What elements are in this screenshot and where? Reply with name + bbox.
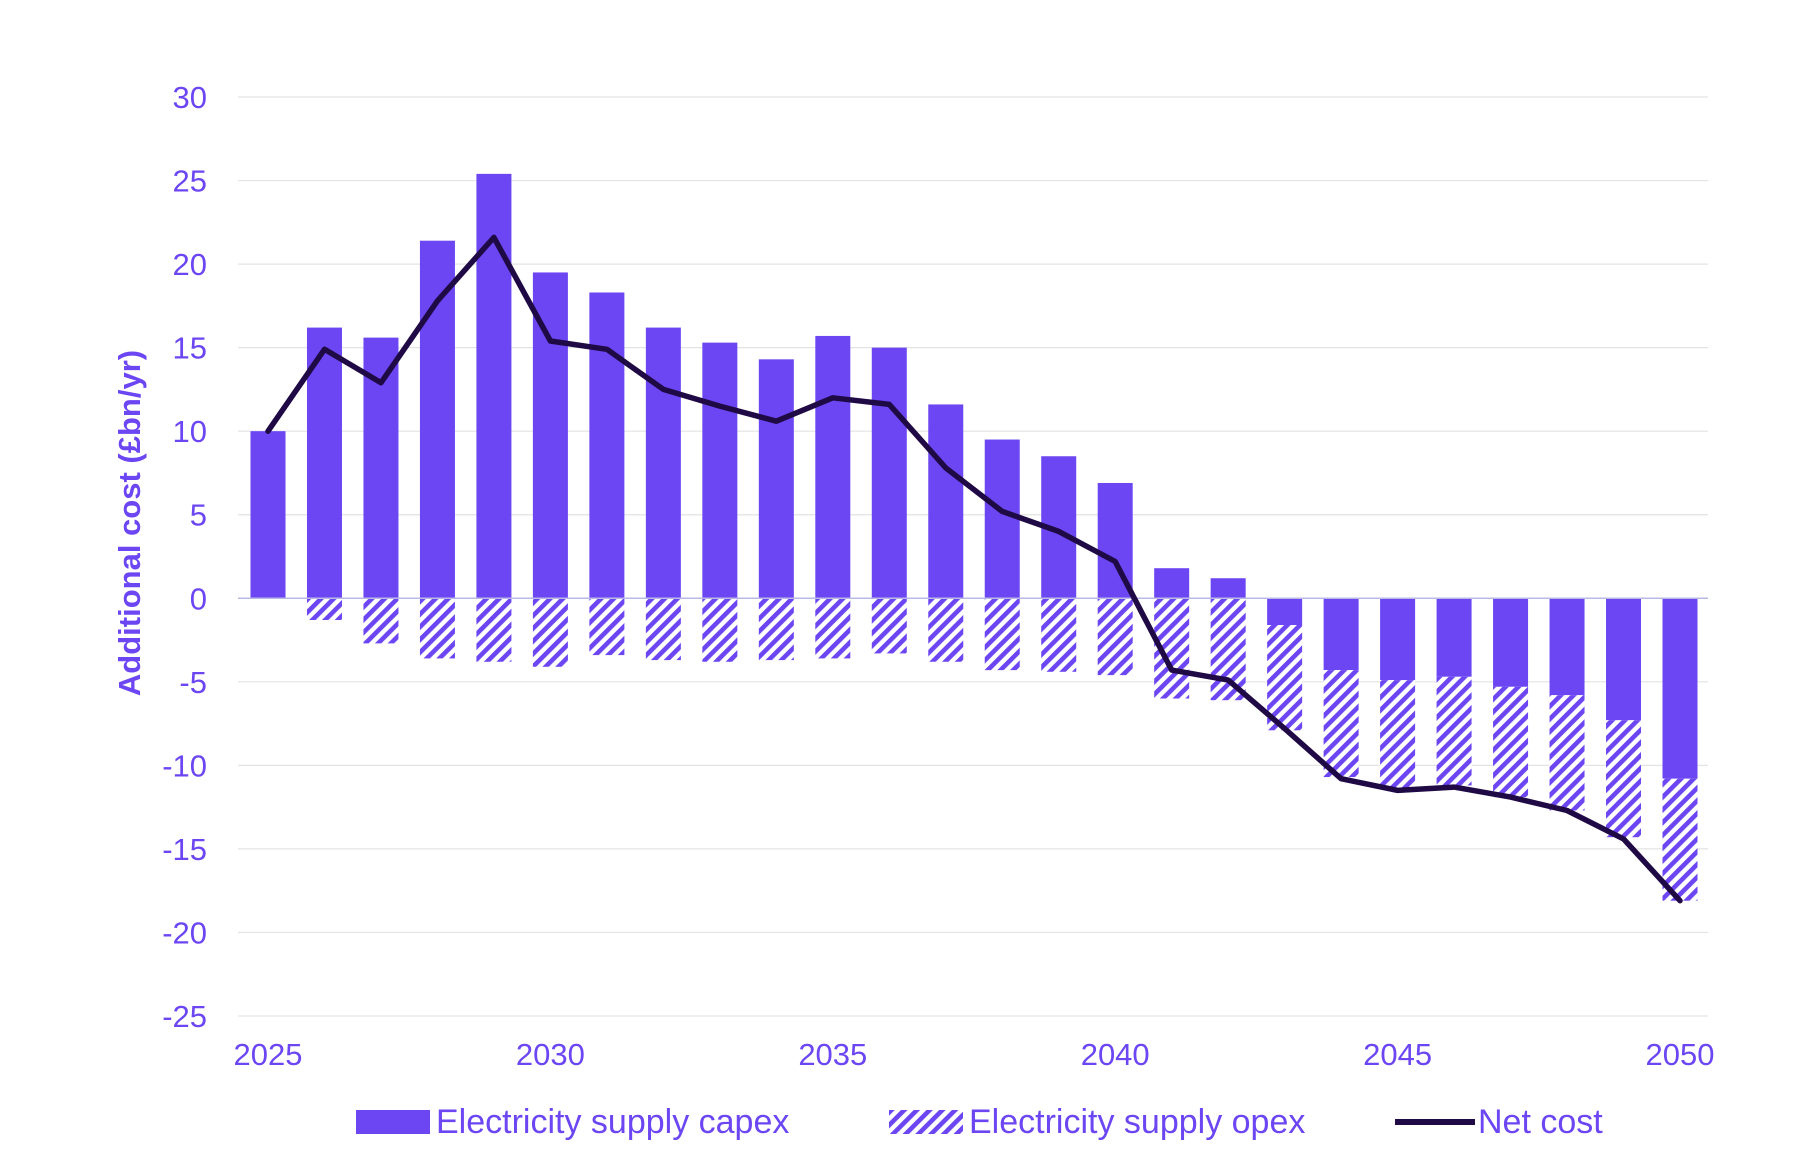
bar-opex <box>1436 676 1472 786</box>
y-tick-label: 0 <box>190 581 207 616</box>
bar-opex <box>758 598 794 661</box>
bar-capex <box>476 173 512 599</box>
y-tick-label: -15 <box>162 832 207 867</box>
bar-opex <box>871 598 907 654</box>
bar-opex <box>306 598 342 620</box>
bar-capex <box>928 404 964 599</box>
bar-capex <box>1606 598 1642 721</box>
x-tick-label: 2025 <box>234 1037 303 1072</box>
x-tick-label: 2030 <box>516 1037 585 1072</box>
bar-capex <box>419 240 455 599</box>
bar-capex <box>758 359 794 599</box>
bar-capex <box>1436 598 1472 677</box>
bar-capex <box>871 347 907 599</box>
bar-opex <box>984 598 1020 671</box>
bar-opex <box>1041 598 1077 672</box>
bar-opex <box>589 598 625 656</box>
bars <box>250 173 1698 901</box>
bar-capex <box>815 335 851 599</box>
bar-capex <box>589 292 625 599</box>
y-axis-ticks: 30 25 20 15 10 5 0 -5 -10 -15 -20 -25 <box>162 80 207 1034</box>
y-tick-label: 10 <box>173 414 207 449</box>
x-tick-label: 2035 <box>798 1037 867 1072</box>
legend-swatch-capex <box>356 1110 430 1134</box>
bar-capex <box>250 431 286 599</box>
bar-capex <box>1323 598 1359 671</box>
bar-capex <box>1210 578 1246 599</box>
bar-opex <box>1097 598 1133 676</box>
net-cost-line-group <box>265 234 1683 904</box>
legend-swatch-opex <box>889 1110 963 1134</box>
y-axis-label: Additional cost (£bn/yr) <box>112 350 147 696</box>
bar-capex <box>1380 598 1416 681</box>
y-tick-label: -25 <box>162 999 207 1034</box>
y-tick-label: 15 <box>173 331 207 366</box>
net-cost-line <box>265 234 1683 904</box>
bar-capex <box>1493 598 1529 687</box>
x-tick-label: 2040 <box>1081 1037 1150 1072</box>
bar-capex <box>306 327 342 599</box>
bar-capex <box>1549 598 1585 696</box>
bar-opex <box>1380 680 1416 789</box>
legend: Electricity supply capex Electricity sup… <box>356 1103 1603 1141</box>
bar-opex <box>645 598 681 661</box>
legend-label-net: Net cost <box>1478 1103 1603 1141</box>
bar-opex <box>476 598 512 662</box>
bar-opex <box>419 598 455 659</box>
bar-opex <box>1606 720 1642 838</box>
bar-opex <box>1549 695 1585 811</box>
bar-opex <box>363 598 399 644</box>
bar-opex <box>702 598 738 662</box>
y-tick-label: 25 <box>173 164 207 199</box>
bar-capex <box>984 439 1020 599</box>
bar-opex <box>1210 598 1246 701</box>
gridlines <box>238 96 1708 1017</box>
y-tick-label: -20 <box>162 915 207 950</box>
x-axis-ticks: 2025 2030 2035 2040 2045 2050 <box>234 1037 1715 1072</box>
legend-label-capex: Electricity supply capex <box>436 1103 789 1141</box>
x-tick-label: 2045 <box>1363 1037 1432 1072</box>
bar-capex <box>645 327 681 599</box>
bar-opex <box>1267 625 1303 731</box>
x-tick-label: 2050 <box>1646 1037 1715 1072</box>
bar-capex <box>1662 598 1698 779</box>
bar-opex <box>815 598 851 659</box>
y-tick-label: 30 <box>173 80 207 115</box>
bar-opex <box>1662 778 1698 901</box>
bar-capex <box>1267 598 1303 626</box>
y-tick-label: 5 <box>190 498 207 533</box>
bar-capex <box>702 342 738 599</box>
bar-capex <box>1154 568 1190 599</box>
bar-opex <box>532 598 568 667</box>
legend-label-opex: Electricity supply opex <box>969 1103 1305 1141</box>
bar-capex <box>532 272 568 599</box>
bar-opex <box>928 598 964 662</box>
y-tick-label: -5 <box>179 665 207 700</box>
bar-opex <box>1493 686 1529 798</box>
bar-opex <box>1323 670 1359 778</box>
y-tick-label: 20 <box>173 247 207 282</box>
y-tick-label: -10 <box>162 748 207 783</box>
